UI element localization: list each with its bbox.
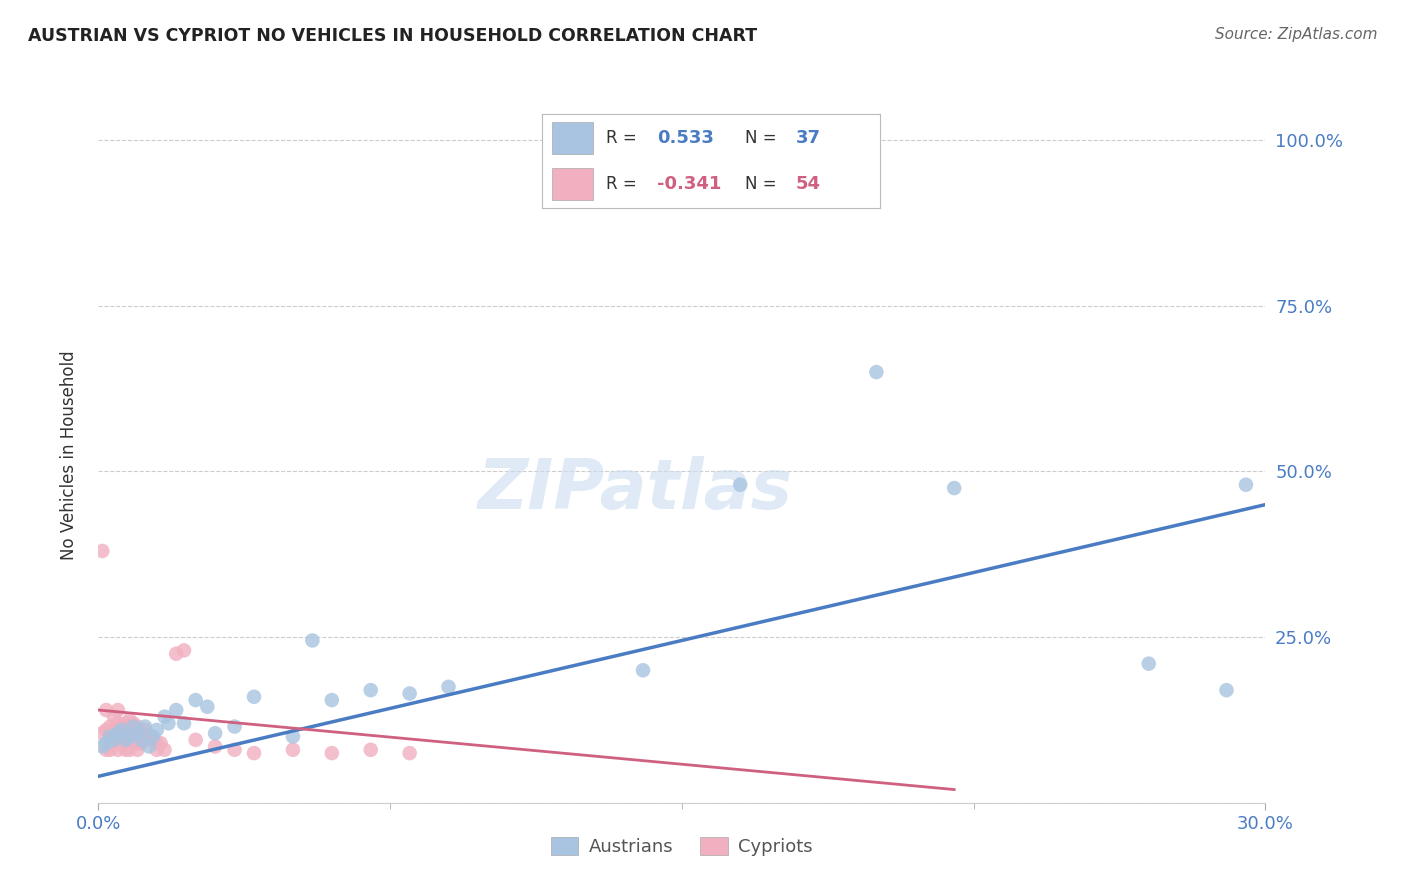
Austrians bbox=[114, 732, 136, 747]
Austrians bbox=[91, 739, 114, 754]
Cypriots bbox=[107, 743, 129, 757]
Cypriots bbox=[149, 736, 172, 750]
Austrians bbox=[195, 699, 218, 714]
Austrians bbox=[321, 693, 343, 707]
Austrians bbox=[398, 686, 420, 700]
Cypriots bbox=[127, 736, 149, 750]
Cypriots bbox=[165, 647, 187, 661]
Cypriots bbox=[98, 730, 121, 744]
Cypriots bbox=[127, 720, 149, 734]
Austrians bbox=[129, 732, 152, 747]
Cypriots bbox=[122, 716, 145, 731]
Cypriots bbox=[98, 743, 121, 757]
Cypriots bbox=[114, 716, 136, 731]
Austrians bbox=[1215, 683, 1237, 698]
Cypriots bbox=[122, 726, 145, 740]
Austrians bbox=[173, 716, 195, 731]
Austrians bbox=[165, 703, 187, 717]
Cypriots bbox=[142, 732, 165, 747]
Cypriots bbox=[96, 743, 118, 757]
Austrians bbox=[301, 633, 323, 648]
Cypriots bbox=[129, 736, 152, 750]
Cypriots bbox=[114, 743, 136, 757]
Cypriots bbox=[107, 730, 129, 744]
Austrians bbox=[146, 723, 169, 737]
Cypriots bbox=[398, 746, 420, 760]
Austrians bbox=[243, 690, 266, 704]
Cypriots bbox=[103, 723, 125, 737]
Austrians bbox=[1234, 477, 1257, 491]
Austrians bbox=[107, 726, 129, 740]
Cypriots bbox=[118, 723, 141, 737]
Cypriots bbox=[134, 732, 156, 747]
Cypriots bbox=[107, 716, 129, 731]
Cypriots bbox=[146, 736, 169, 750]
Cypriots bbox=[96, 703, 118, 717]
Austrians bbox=[281, 730, 304, 744]
Austrians bbox=[360, 683, 382, 698]
Cypriots bbox=[173, 643, 195, 657]
Text: ZIPatlas: ZIPatlas bbox=[478, 456, 793, 524]
Cypriots bbox=[107, 703, 129, 717]
Cypriots bbox=[129, 726, 152, 740]
Cypriots bbox=[127, 743, 149, 757]
Austrians bbox=[943, 481, 966, 495]
Cypriots bbox=[98, 736, 121, 750]
Cypriots bbox=[281, 743, 304, 757]
Cypriots bbox=[98, 720, 121, 734]
Cypriots bbox=[153, 743, 176, 757]
Cypriots bbox=[114, 726, 136, 740]
Cypriots bbox=[134, 723, 156, 737]
Austrians bbox=[224, 720, 246, 734]
Cypriots bbox=[103, 732, 125, 747]
Cypriots bbox=[91, 544, 114, 558]
Cypriots bbox=[204, 739, 226, 754]
Austrians bbox=[157, 716, 180, 731]
Cypriots bbox=[138, 730, 160, 744]
Cypriots bbox=[96, 723, 118, 737]
Austrians bbox=[142, 730, 165, 744]
Austrians bbox=[865, 365, 887, 379]
Austrians bbox=[437, 680, 460, 694]
Austrians bbox=[127, 726, 149, 740]
Cypriots bbox=[111, 730, 134, 744]
Legend: Austrians, Cypriots: Austrians, Cypriots bbox=[544, 830, 820, 863]
Austrians bbox=[98, 730, 121, 744]
Text: AUSTRIAN VS CYPRIOT NO VEHICLES IN HOUSEHOLD CORRELATION CHART: AUSTRIAN VS CYPRIOT NO VEHICLES IN HOUSE… bbox=[28, 27, 758, 45]
Y-axis label: No Vehicles in Household: No Vehicles in Household bbox=[59, 350, 77, 560]
Cypriots bbox=[118, 732, 141, 747]
Austrians bbox=[1137, 657, 1160, 671]
Cypriots bbox=[114, 736, 136, 750]
Cypriots bbox=[243, 746, 266, 760]
Cypriots bbox=[321, 746, 343, 760]
Cypriots bbox=[146, 743, 169, 757]
Cypriots bbox=[118, 713, 141, 727]
Cypriots bbox=[360, 743, 382, 757]
Cypriots bbox=[111, 736, 134, 750]
Cypriots bbox=[103, 709, 125, 723]
Cypriots bbox=[184, 732, 207, 747]
Cypriots bbox=[118, 743, 141, 757]
Cypriots bbox=[122, 736, 145, 750]
Austrians bbox=[96, 736, 118, 750]
Cypriots bbox=[127, 730, 149, 744]
Cypriots bbox=[111, 720, 134, 734]
Austrians bbox=[153, 709, 176, 723]
Austrians bbox=[730, 477, 752, 491]
Austrians bbox=[184, 693, 207, 707]
Austrians bbox=[204, 726, 226, 740]
Austrians bbox=[122, 720, 145, 734]
Austrians bbox=[138, 739, 160, 754]
Austrians bbox=[118, 730, 141, 744]
Cypriots bbox=[224, 743, 246, 757]
Austrians bbox=[103, 732, 125, 747]
Austrians bbox=[111, 723, 134, 737]
Austrians bbox=[134, 720, 156, 734]
Austrians bbox=[631, 663, 654, 677]
Cypriots bbox=[91, 726, 114, 740]
Text: Source: ZipAtlas.com: Source: ZipAtlas.com bbox=[1215, 27, 1378, 42]
